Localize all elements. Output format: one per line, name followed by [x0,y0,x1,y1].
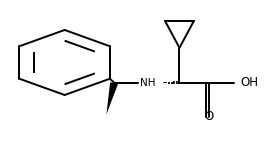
Text: O: O [205,111,214,123]
Text: OH: OH [241,76,259,89]
Polygon shape [106,82,118,114]
Text: NH: NH [140,78,156,88]
